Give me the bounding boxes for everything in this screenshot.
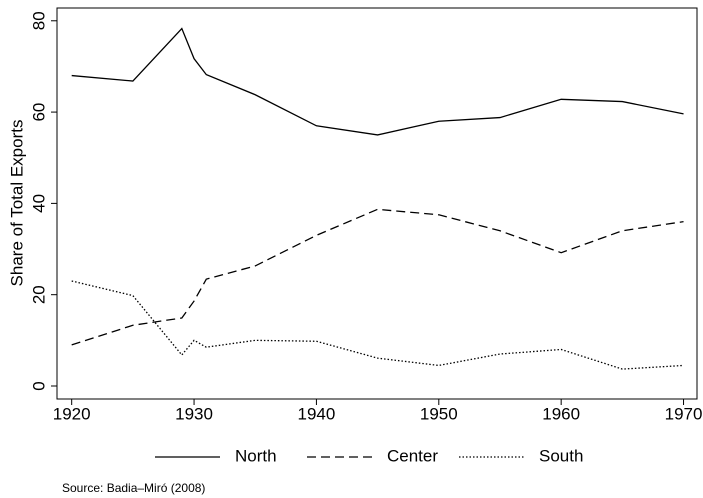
y-tick-label: 20 — [29, 285, 48, 304]
y-axis-label: Share of Total Exports — [7, 120, 26, 287]
x-tick-label: 1940 — [298, 404, 336, 423]
series-line — [71, 280, 684, 370]
legend-label: Center — [387, 446, 438, 465]
plot-frame — [56, 7, 698, 400]
y-tick-label: 40 — [29, 194, 48, 213]
x-tick-label: 1920 — [53, 404, 91, 423]
legend-label: South — [539, 446, 583, 465]
legend-label: North — [235, 446, 277, 465]
x-tick-label: 1950 — [420, 404, 458, 423]
y-tick-label: 60 — [29, 103, 48, 122]
series-line — [71, 27, 684, 136]
series-line — [71, 208, 684, 346]
y-tick-label: 80 — [29, 11, 48, 30]
y-tick-label: 0 — [29, 381, 48, 390]
x-tick-label: 1930 — [175, 404, 213, 423]
x-tick-label: 1970 — [665, 404, 703, 423]
x-tick-label: 1960 — [542, 404, 580, 423]
source-note: Source: Badia–Miró (2008) — [62, 481, 205, 495]
